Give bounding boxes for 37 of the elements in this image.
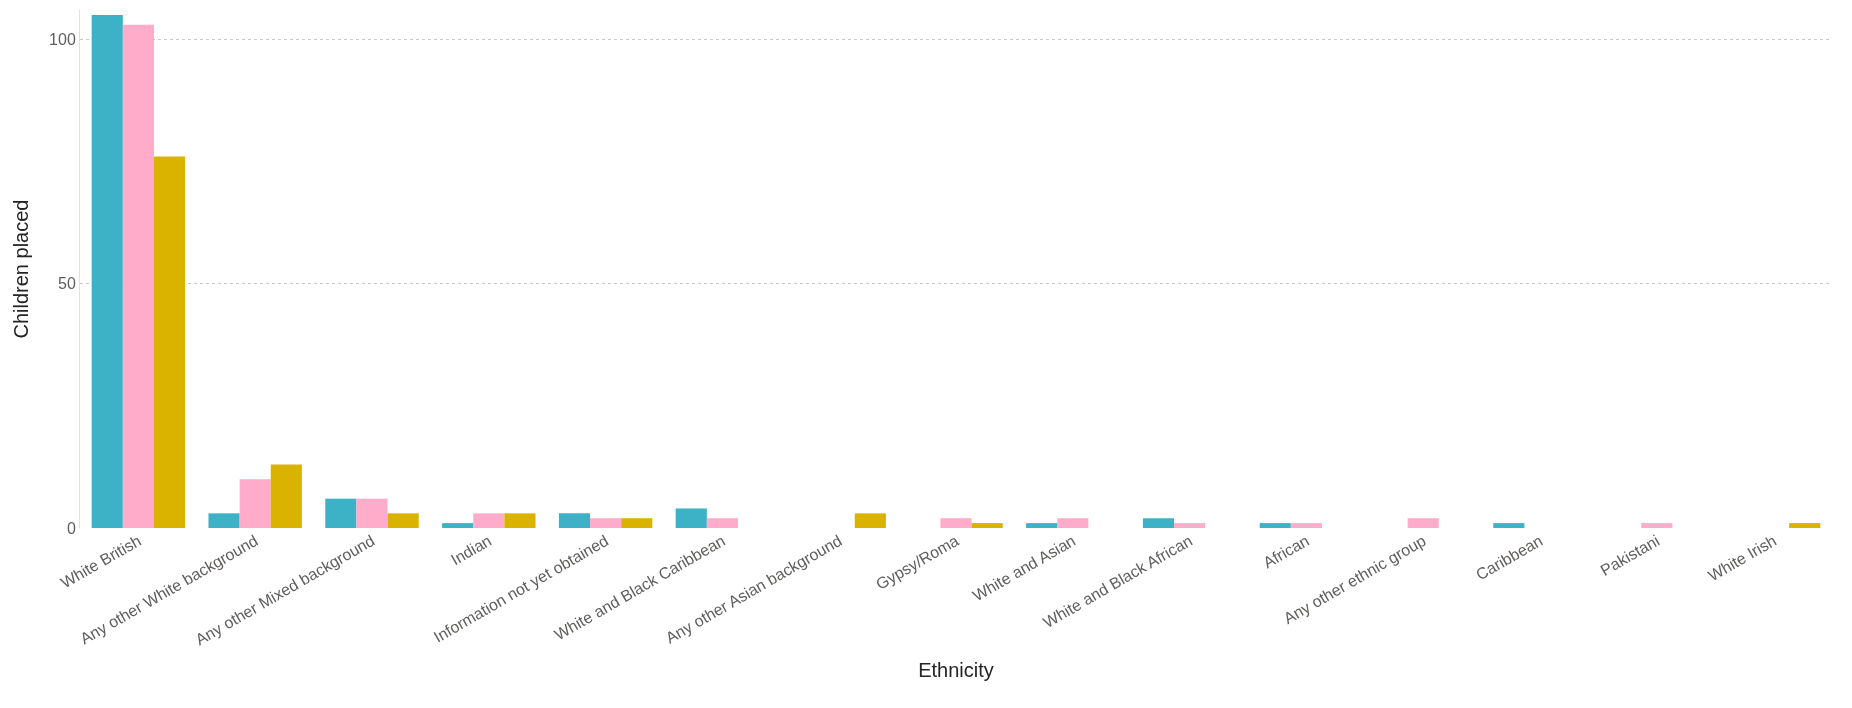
bar: [1641, 523, 1673, 528]
bar: [854, 513, 886, 528]
bar: [1290, 523, 1322, 528]
bar: [122, 24, 154, 528]
bar: [558, 513, 591, 528]
bar: [208, 513, 240, 528]
bar: [153, 156, 186, 528]
bar: [1407, 518, 1439, 528]
bar: [590, 518, 622, 528]
y-tick-label: 50: [58, 275, 76, 293]
y-axis-title: Children placed: [9, 199, 32, 339]
bar: [473, 513, 505, 528]
bar: [1789, 523, 1821, 528]
x-axis-title: Ethnicity: [918, 658, 994, 681]
bar: [1493, 523, 1525, 528]
bar: [706, 518, 738, 528]
bar: [1057, 518, 1089, 528]
bar: [270, 464, 302, 528]
bar: [971, 523, 1003, 528]
bar: [325, 498, 357, 528]
bar: [442, 523, 474, 528]
bar: [356, 498, 388, 528]
bar: [1026, 523, 1058, 528]
y-tick-label: 0: [66, 519, 76, 537]
bar: [940, 518, 972, 528]
bar: [1259, 523, 1291, 528]
bar: [621, 518, 653, 528]
bar: [387, 513, 419, 528]
bar: [1142, 518, 1175, 528]
y-tick-label: 100: [49, 30, 76, 48]
bar: [239, 479, 271, 528]
bar: [675, 508, 707, 528]
bar: [91, 14, 123, 528]
bar: [1174, 523, 1206, 528]
bar: [504, 513, 536, 528]
x-tick-label: White Irish: [1705, 531, 1780, 585]
x-tick-label: Indian: [448, 531, 495, 569]
